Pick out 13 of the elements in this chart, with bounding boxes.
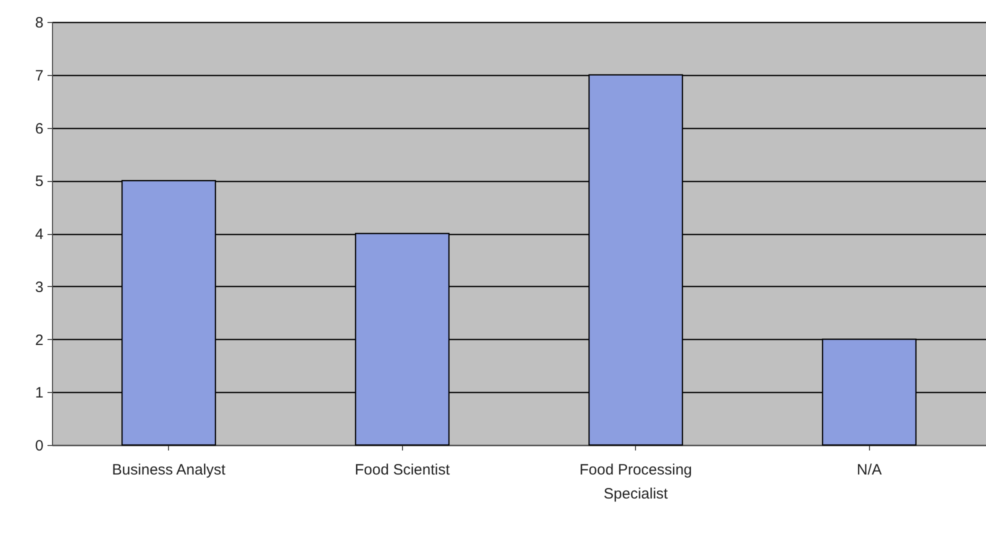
y-tick-label: 7 xyxy=(35,67,44,84)
y-tick-label: 1 xyxy=(35,384,44,402)
y-tick-label: 4 xyxy=(35,226,44,243)
x-tick-label: Food Scientist xyxy=(354,462,451,478)
y-tick-label: 6 xyxy=(35,120,44,138)
y-tick-label: 8 xyxy=(35,14,44,32)
y-tick-label: 3 xyxy=(35,278,44,296)
y-tick-label: 0 xyxy=(35,438,44,454)
x-tick-label: Food Processing Specialist xyxy=(579,462,692,502)
x-tick-label: Business Analyst xyxy=(112,462,226,478)
y-tick-label: 5 xyxy=(35,173,44,190)
x-tick-label: N/A xyxy=(856,462,882,478)
y-tick-label: 2 xyxy=(35,332,44,349)
